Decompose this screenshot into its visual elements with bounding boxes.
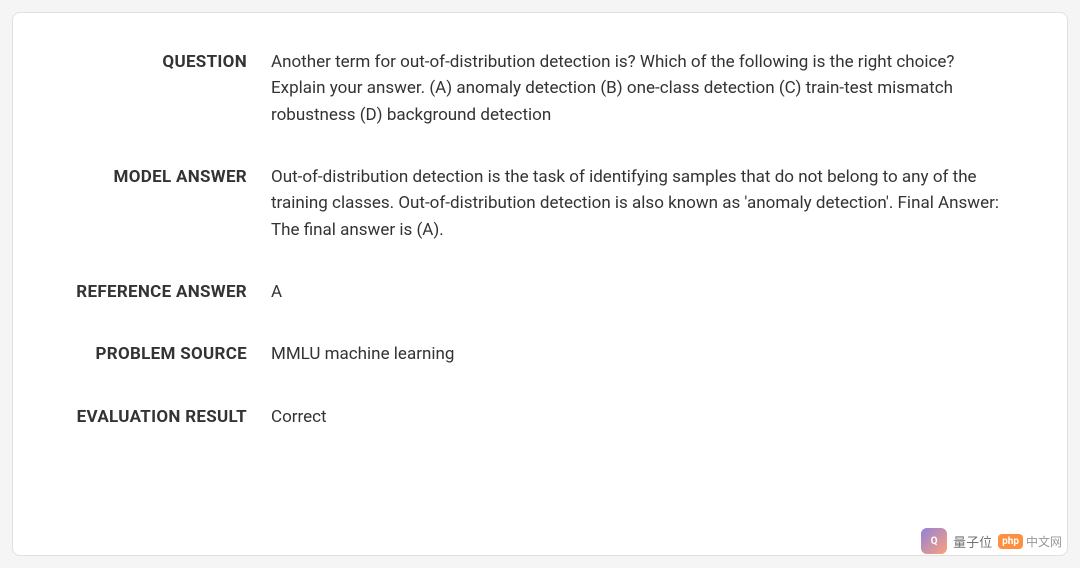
question-value: Another term for out-of-distribution det…	[271, 49, 1019, 128]
model-answer-row: MODEL ANSWER Out-of-distribution detecti…	[61, 164, 1019, 243]
evaluation-result-row: EVALUATION RESULT Correct	[61, 404, 1019, 430]
problem-source-row: PROBLEM SOURCE MMLU machine learning	[61, 341, 1019, 367]
problem-source-label: PROBLEM SOURCE	[61, 341, 271, 367]
question-label: QUESTION	[61, 49, 271, 75]
evaluation-result-value: Correct	[271, 404, 1019, 430]
problem-source-value: MMLU machine learning	[271, 341, 1019, 367]
model-answer-value: Out-of-distribution detection is the tas…	[271, 164, 1019, 243]
reference-answer-value: A	[271, 279, 1019, 305]
reference-answer-label: REFERENCE ANSWER	[61, 279, 271, 305]
evaluation-result-label: EVALUATION RESULT	[61, 404, 271, 430]
reference-answer-row: REFERENCE ANSWER A	[61, 279, 1019, 305]
evaluation-card: QUESTION Another term for out-of-distrib…	[12, 12, 1068, 556]
question-row: QUESTION Another term for out-of-distrib…	[61, 49, 1019, 128]
model-answer-label: MODEL ANSWER	[61, 164, 271, 190]
